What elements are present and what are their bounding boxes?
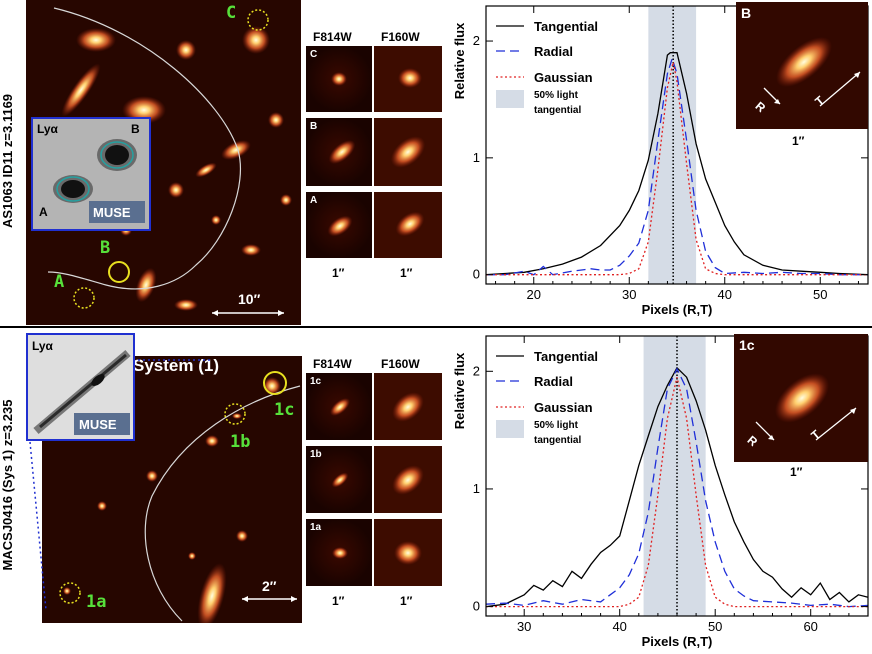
bottom-label-1a: 1a xyxy=(86,592,107,612)
top-chart-xtick-label-50: 50 xyxy=(813,287,827,302)
bottom-inset-lya: Lyα xyxy=(32,339,53,353)
top-chart-ytick-label-1: 1 xyxy=(473,150,480,165)
bottom-stamp-scale-1: 1″ xyxy=(332,594,345,608)
bottom-stamp-hdr-f160w: F160W xyxy=(381,357,420,371)
bottom-label-1b: 1b xyxy=(230,432,251,452)
top-profile-inset-svg xyxy=(736,2,868,129)
top-chart-legend-label-0: Tangential xyxy=(534,19,598,34)
top-chart-legend-band-label-2: tangential xyxy=(534,105,581,116)
top-stamp-hdr-f814w: F814W xyxy=(313,30,352,44)
top-stamp-c-f814w: C xyxy=(306,46,372,112)
bottom-chart-ytick-label-1: 1 xyxy=(473,481,480,496)
bottom-chart-xtick-label-50: 50 xyxy=(708,619,722,634)
bottom-chart-series-gaussian xyxy=(486,377,868,608)
bottom-chart-series-tangential xyxy=(485,366,869,608)
bottom-chart-ytick-label-0: 0 xyxy=(473,599,480,614)
top-chart-legend-band-label-1: 50% light xyxy=(534,90,579,101)
bottom-chart-series-radial xyxy=(485,367,869,608)
bottom-stamp-1a-f160w xyxy=(374,519,442,586)
top-chart-xtick-label-30: 30 xyxy=(622,287,636,302)
bottom-chart-xtick-label-60: 60 xyxy=(803,619,817,634)
bottom-stamp-1b-f814w: 1b xyxy=(306,446,372,513)
top-stamp-scale-2: 1″ xyxy=(400,266,413,280)
top-inset-lya: Lyα xyxy=(37,122,58,136)
top-stamp-b-f814w: B xyxy=(306,118,372,186)
top-stamp-a-f160w xyxy=(374,192,442,258)
top-main-image: C B A 10″ xyxy=(26,0,301,325)
bottom-label-1c: 1c xyxy=(274,400,295,420)
bottom-chart-xtick-label-30: 30 xyxy=(517,619,531,634)
bottom-chart-legend-label-2: Gaussian xyxy=(534,400,593,415)
top-stamp-scale-1: 1″ xyxy=(332,266,345,280)
bottom-profile-inset-svg xyxy=(734,334,868,462)
bottom-scale-label: 2″ xyxy=(262,578,277,594)
top-stamp-row-c: C xyxy=(310,49,318,60)
top-profile-inset-label: B xyxy=(741,5,752,21)
bottom-stamp-1c-f160w xyxy=(374,373,442,440)
top-chart-ytick-label-2: 2 xyxy=(473,33,480,48)
bottom-profile-inset: 1c R T xyxy=(734,334,868,462)
bottom-profile-inset-scale: 1″ xyxy=(790,465,803,479)
bottom-stamp-scale-2: 1″ xyxy=(400,594,413,608)
bottom-chart-xlabel: Pixels (R,T) xyxy=(642,634,713,649)
top-scale-label: 10″ xyxy=(238,291,261,307)
bottom-zoom-lines xyxy=(29,359,212,611)
top-label-a: A xyxy=(54,272,65,292)
bottom-stamp-1b-f160w xyxy=(374,446,442,513)
bottom-muse-inset-svg xyxy=(28,335,133,439)
bottom-stamp-1a-f814w: 1a xyxy=(306,519,372,586)
top-chart-legend-label-1: Radial xyxy=(534,44,573,59)
bottom-stamp-row-1b: 1b xyxy=(310,449,322,460)
top-profile-inset: B R T xyxy=(736,2,868,129)
bottom-chart-ylabel: Relative flux xyxy=(452,352,467,429)
row-divider xyxy=(0,326,872,328)
top-inset-b: B xyxy=(131,122,140,136)
top-chart-xtick-label-20: 20 xyxy=(527,287,541,302)
top-label-c: C xyxy=(226,3,237,23)
top-chart-series-radial xyxy=(486,56,868,276)
bottom-profile-chart: 30 40 50 60 0 1 2 Pixels (R,T) Relative flux Tang… xyxy=(452,335,869,649)
bottom-chart-legend-band xyxy=(496,420,524,438)
bottom-chart-light-band xyxy=(643,336,706,616)
bottom-stamp-hdr-f814w: F814W xyxy=(313,357,352,371)
top-chart-light-band xyxy=(648,6,697,284)
bottom-chart-legend-label-1: Radial xyxy=(534,374,573,389)
top-chart-ylabel: Relative flux xyxy=(452,22,467,99)
top-chart-xtick-label-40: 40 xyxy=(718,287,732,302)
top-label-b: B xyxy=(100,238,111,258)
top-chart-legend-label-2: Gaussian xyxy=(534,70,593,85)
top-chart-xlabel: Pixels (R,T) xyxy=(642,302,713,317)
bottom-chart-ytick-label-2: 2 xyxy=(473,363,480,378)
top-inset-muse: MUSE xyxy=(93,205,131,220)
top-inset-a: A xyxy=(39,205,48,219)
bottom-chart-legend-band-label-1: 50% light xyxy=(534,420,579,431)
bottom-stamp-1c-f814w: 1c xyxy=(306,373,372,440)
top-chart-ytick-label-0: 0 xyxy=(473,267,480,282)
top-side-label: AS1063 ID11 z=3.1169 xyxy=(0,93,15,229)
top-stamp-a-f814w: A xyxy=(306,192,372,258)
top-profile-chart: 20 30 40 50 0 1 2 Pixels (R,T) Relative flux Tang… xyxy=(452,5,869,317)
bottom-inset-muse: MUSE xyxy=(79,417,117,432)
top-muse-inset: Lyα B A MUSE xyxy=(31,117,151,231)
bottom-chart-legend-label-0: Tangential xyxy=(534,349,598,364)
bottom-profile-inset-label: 1c xyxy=(739,337,755,353)
top-stamp-row-b: B xyxy=(310,121,318,132)
bottom-chart-xtick-label-40: 40 xyxy=(612,619,626,634)
top-chart-series-tangential xyxy=(485,52,869,276)
top-muse-inset-svg xyxy=(33,119,149,229)
top-chart-frame xyxy=(485,5,869,285)
bottom-stamp-row-1c: 1c xyxy=(310,376,322,387)
bottom-chart-legend-band-label-2: tangential xyxy=(534,435,581,446)
top-stamp-hdr-f160w: F160W xyxy=(381,30,420,44)
top-stamp-row-a: A xyxy=(310,195,318,206)
top-chart-legend-band xyxy=(496,90,524,108)
bottom-muse-inset: Lyα MUSE xyxy=(26,333,135,441)
top-stamp-c-f160w xyxy=(374,46,442,112)
top-profile-inset-scale: 1″ xyxy=(792,134,805,148)
top-stamp-b-f160w xyxy=(374,118,442,186)
bottom-stamp-row-1a: 1a xyxy=(310,522,322,533)
top-chart-series-gaussian xyxy=(486,61,868,276)
